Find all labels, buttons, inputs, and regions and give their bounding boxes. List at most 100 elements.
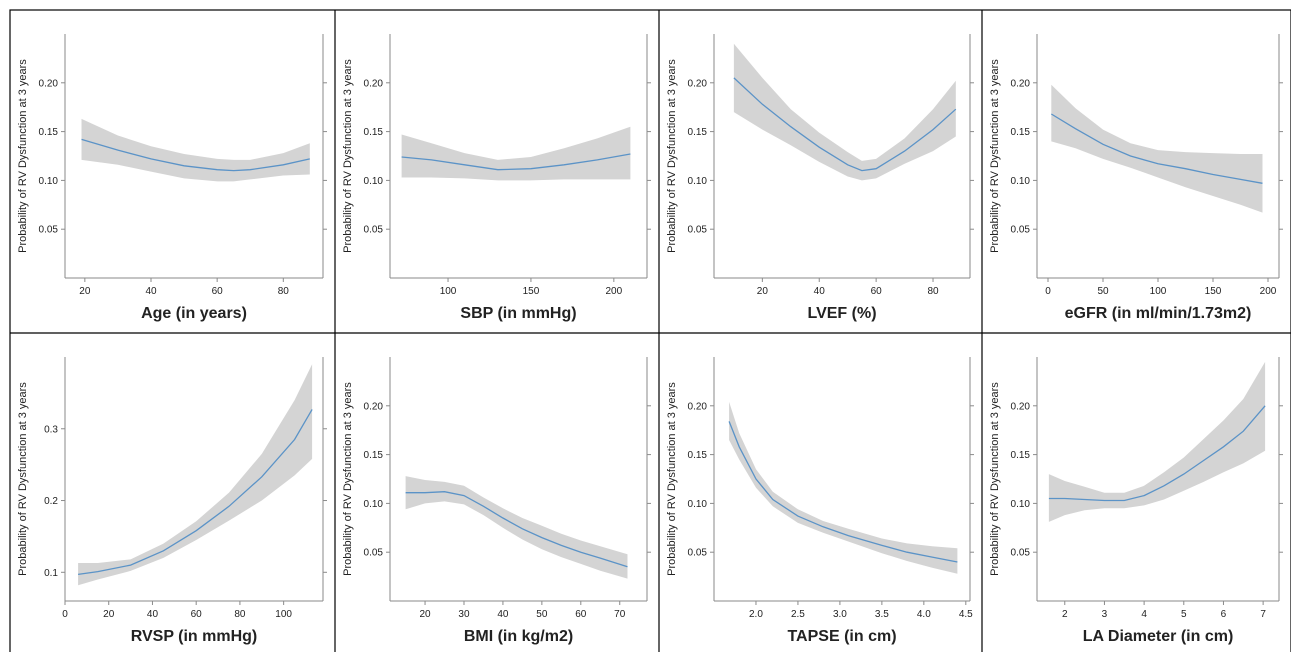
fitted-line [1050, 113, 1263, 184]
x-axis-label: LA Diameter (in cm) [1083, 628, 1234, 645]
x-tick-label: 60 [212, 286, 224, 297]
x-tick-label: 7 [1260, 609, 1266, 620]
x-tick-label: 60 [191, 609, 203, 620]
y-axis-label: Probability of RV Dysfunction at 3 years [989, 59, 1001, 253]
x-tick-label: 150 [1205, 286, 1222, 297]
y-tick-label: 0.05 [1011, 548, 1031, 559]
y-tick-label: 0.10 [1011, 499, 1031, 510]
y-tick-label: 0.15 [1011, 127, 1031, 138]
x-tick-label: 80 [927, 286, 939, 297]
confidence-band [401, 126, 631, 181]
fitted-line [733, 77, 957, 172]
x-axis-label: RVSP (in mmHg) [131, 628, 258, 645]
y-axis-label: Probability of RV Dysfunction at 3 years [989, 382, 1001, 576]
x-tick-label: 20 [419, 609, 431, 620]
y-tick-label: 0.15 [364, 450, 384, 461]
x-tick-label: 80 [278, 286, 290, 297]
x-tick-label: 30 [458, 609, 470, 620]
y-tick-label: 0.05 [364, 225, 384, 236]
x-axis-label: eGFR (in ml/min/1.73m2) [1065, 305, 1252, 322]
y-tick-label: 0.10 [364, 176, 384, 187]
y-tick-label: 0.20 [364, 401, 384, 412]
chart-panel-2: 0.05 0.10 0.15 0.20 100 150 200 SBP (in mmHg) Pr… [342, 34, 651, 322]
confidence-band [733, 43, 956, 181]
y-axis-label: Probability of RV Dysfunction at 3 years [666, 59, 678, 253]
x-tick-label: 4.0 [917, 609, 931, 620]
y-tick-label: 0.15 [39, 127, 59, 138]
confidence-band [405, 476, 628, 579]
fitted-line [81, 138, 310, 172]
x-axis-label: TAPSE (in cm) [787, 628, 896, 645]
y-tick-label: 0.3 [44, 424, 58, 435]
y-tick-label: 0.20 [688, 401, 708, 412]
y-tick-label: 0.10 [688, 499, 708, 510]
y-tick-label: 0.20 [688, 78, 708, 89]
chart-panel-4: 0.05 0.10 0.15 0.20 0 50 100 150 200 eGFR (in ml/… [989, 34, 1283, 322]
x-tick-label: 0 [62, 609, 68, 620]
confidence-band [1048, 361, 1266, 522]
x-tick-label: 40 [147, 609, 159, 620]
x-tick-label: 0 [1045, 286, 1051, 297]
y-tick-label: 0.05 [1011, 225, 1031, 236]
x-axis-label: LVEF (%) [807, 305, 876, 322]
x-tick-label: 2 [1062, 609, 1068, 620]
x-tick-label: 40 [814, 286, 826, 297]
y-axis-label: Probability of RV Dysfunction at 3 years [342, 59, 354, 253]
y-tick-label: 0.20 [364, 78, 384, 89]
x-tick-label: 6 [1221, 609, 1227, 620]
x-axis-label: Age (in years) [141, 305, 247, 322]
y-tick-label: 0.20 [1011, 401, 1031, 412]
confidence-band [81, 118, 310, 182]
x-tick-label: 60 [575, 609, 587, 620]
fitted-line [728, 421, 958, 563]
y-tick-label: 0.10 [1011, 176, 1031, 187]
x-tick-label: 4.5 [959, 609, 973, 620]
x-tick-label: 3.0 [833, 609, 847, 620]
confidence-band [729, 401, 958, 574]
x-tick-label: 50 [536, 609, 548, 620]
chart-panel-3: 0.05 0.10 0.15 0.20 20 40 60 80 LVEF (%) Probabil… [666, 34, 974, 322]
fitted-line [78, 409, 313, 576]
x-tick-label: 100 [275, 609, 292, 620]
y-tick-label: 0.10 [688, 176, 708, 187]
y-axis-label: Probability of RV Dysfunction at 3 years [342, 382, 354, 576]
x-tick-label: 60 [871, 286, 883, 297]
x-tick-label: 2.5 [791, 609, 805, 620]
x-tick-label: 100 [1150, 286, 1167, 297]
y-axis-label: Probability of RV Dysfunction at 3 years [17, 59, 29, 253]
x-tick-label: 3 [1102, 609, 1108, 620]
x-tick-label: 50 [1097, 286, 1109, 297]
x-tick-label: 4 [1141, 609, 1147, 620]
y-tick-label: 0.10 [364, 499, 384, 510]
y-tick-label: 0.05 [688, 548, 708, 559]
x-tick-label: 70 [614, 609, 626, 620]
y-tick-label: 0.1 [44, 568, 58, 579]
x-axis-label: SBP (in mmHg) [460, 305, 576, 322]
chart-panel-8: 0.05 0.10 0.15 0.20 2 3 4 5 6 7 LA Diameter (in cm… [989, 357, 1283, 645]
x-tick-label: 20 [757, 286, 769, 297]
y-tick-label: 0.15 [1011, 450, 1031, 461]
x-tick-label: 20 [79, 286, 91, 297]
confidence-band [78, 364, 313, 586]
x-tick-label: 20 [103, 609, 115, 620]
fitted-line [405, 491, 628, 568]
chart-panel-1: 0.05 0.10 0.15 0.20 20 40 60 80 Age (in years) Pr… [17, 34, 327, 322]
y-tick-label: 0.05 [688, 225, 708, 236]
y-tick-label: 0.2 [44, 496, 58, 507]
x-tick-label: 150 [523, 286, 540, 297]
y-axis-label: Probability of RV Dysfunction at 3 years [666, 382, 678, 576]
x-tick-label: 3.5 [875, 609, 889, 620]
y-tick-label: 0.20 [39, 78, 59, 89]
panel-borders [9, 9, 1291, 657]
x-axis-label: BMI (in kg/m2) [464, 628, 573, 645]
x-tick-label: 5 [1181, 609, 1187, 620]
chart-panel-7: 0.05 0.10 0.15 0.20 2.0 2.5 3.0 3.5 4.0 4.5 TAPSE … [666, 357, 974, 645]
y-axis-label: Probability of RV Dysfunction at 3 years [17, 382, 29, 576]
y-tick-label: 0.15 [688, 127, 708, 138]
y-tick-label: 0.10 [39, 176, 59, 187]
figure-frame [9, 9, 1291, 657]
fitted-line [1048, 405, 1266, 502]
x-tick-label: 40 [145, 286, 157, 297]
